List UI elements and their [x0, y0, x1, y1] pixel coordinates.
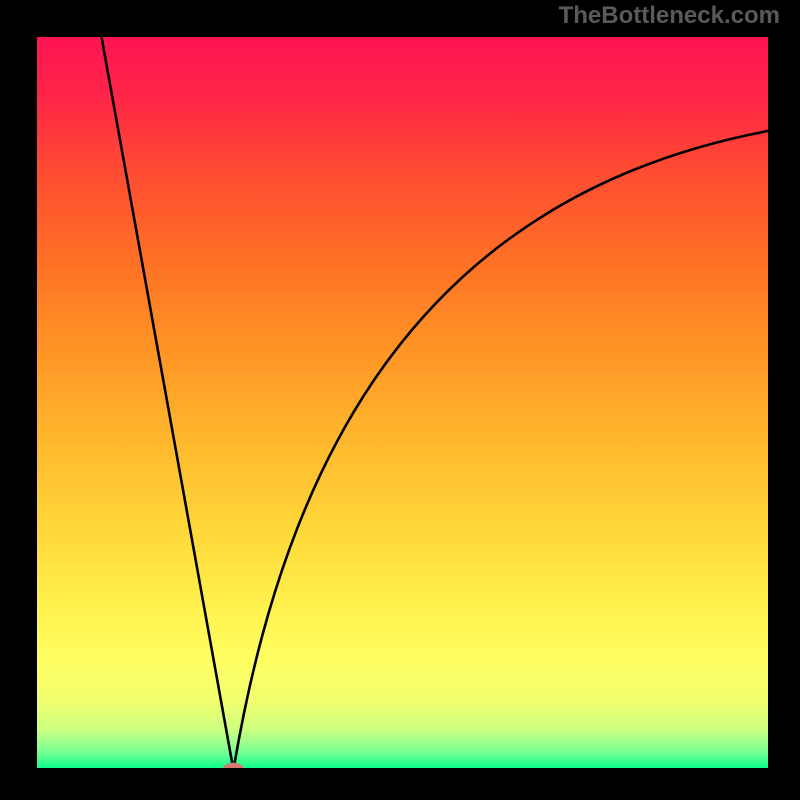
watermark-text: TheBottleneck.com [559, 2, 780, 30]
plot-area [35, 35, 770, 770]
chart-svg [35, 35, 770, 770]
stage: TheBottleneck.com [0, 0, 800, 800]
gradient-background [35, 35, 770, 770]
